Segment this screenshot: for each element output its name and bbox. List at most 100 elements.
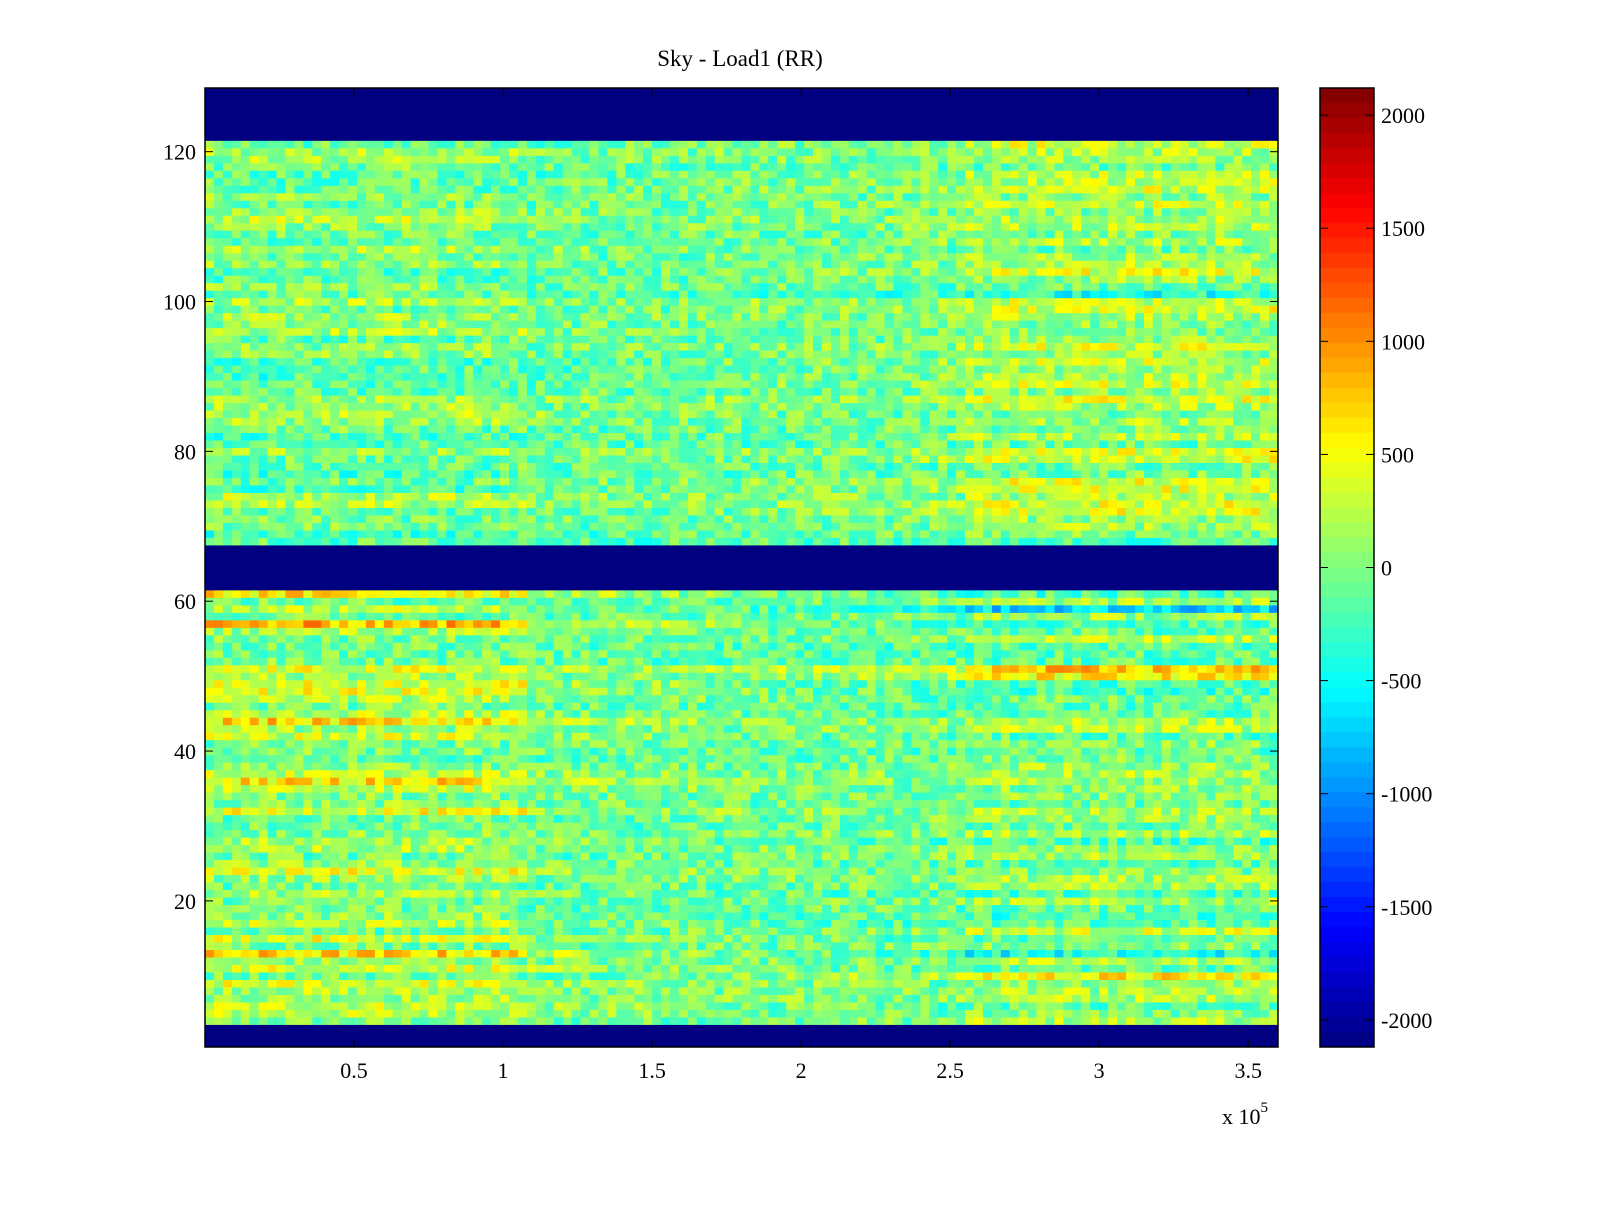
heatmap-cell — [1242, 927, 1252, 936]
heatmap-cell — [625, 844, 635, 853]
heatmap-cell — [947, 844, 957, 853]
heatmap-cell — [1063, 1039, 1073, 1048]
heatmap-cell — [1233, 897, 1243, 906]
heatmap-cell — [1251, 987, 1261, 995]
heatmap-cell — [321, 904, 331, 913]
heatmap-cell — [1108, 852, 1118, 861]
heatmap-cell — [804, 919, 814, 928]
heatmap-cell — [911, 739, 921, 748]
heatmap-cell — [768, 972, 778, 980]
heatmap-cell — [1009, 897, 1020, 906]
heatmap-cell — [491, 987, 501, 995]
heatmap-cell — [348, 912, 358, 921]
heatmap-cell — [1143, 994, 1154, 1003]
heatmap-cell — [607, 882, 617, 891]
heatmap-cell — [965, 904, 975, 913]
heatmap-cell — [687, 964, 698, 973]
heatmap-cell — [1188, 1024, 1198, 1033]
heatmap-cell — [821, 934, 832, 943]
heatmap-cell — [544, 882, 555, 891]
heatmap-cell — [1161, 807, 1172, 816]
heatmap-cell — [723, 1009, 733, 1018]
heatmap-cell — [687, 882, 698, 891]
heatmap-cell — [1081, 829, 1091, 838]
heatmap-cell — [786, 927, 796, 936]
heatmap-cell — [857, 807, 868, 816]
heatmap-cell — [357, 949, 367, 958]
heatmap-cell — [401, 777, 412, 786]
heatmap-cell — [330, 769, 340, 778]
heatmap-cell — [848, 934, 859, 943]
heatmap-cell — [875, 874, 885, 883]
heatmap-cell — [1108, 1024, 1118, 1033]
heatmap-cell — [482, 919, 492, 928]
heatmap-cell — [848, 1024, 859, 1033]
heatmap-cell — [535, 859, 546, 868]
heatmap-cell — [553, 784, 564, 793]
heatmap-cell — [1125, 904, 1136, 913]
heatmap-cell — [669, 897, 680, 906]
heatmap-cell — [517, 949, 528, 958]
heatmap-cell — [741, 882, 751, 891]
heatmap-cell — [991, 777, 1002, 786]
heatmap-cell — [1045, 979, 1055, 988]
heatmap-cell — [732, 972, 742, 980]
heatmap-cell — [517, 897, 528, 906]
heatmap-cell — [240, 837, 251, 846]
heatmap-cell — [705, 994, 716, 1003]
heatmap-cell — [1188, 949, 1198, 958]
heatmap-cell — [1269, 1002, 1279, 1010]
heatmap-cell — [1000, 994, 1011, 1003]
heatmap-cell — [1242, 987, 1252, 995]
heatmap-cell — [1161, 754, 1172, 763]
heatmap-cell — [947, 919, 957, 928]
heatmap-cell — [410, 792, 420, 801]
heatmap-cell — [1000, 957, 1011, 965]
heatmap-cell — [991, 882, 1002, 891]
heatmap-cell — [1269, 964, 1279, 973]
heatmap-cell — [982, 867, 993, 876]
heatmap-cell — [1054, 754, 1064, 763]
heatmap-cell — [1233, 844, 1243, 853]
heatmap-cell — [580, 1017, 590, 1025]
heatmap-cell — [562, 1032, 573, 1040]
heatmap-cell — [240, 814, 251, 823]
heatmap-cell — [1161, 904, 1172, 913]
heatmap-cell — [1206, 964, 1216, 973]
heatmap-cell — [205, 1039, 215, 1048]
heatmap-cell — [428, 1002, 438, 1010]
heatmap-cell — [589, 927, 599, 936]
heatmap-cell — [759, 1024, 769, 1033]
heatmap-cell — [544, 852, 555, 861]
heatmap-cell — [267, 949, 277, 958]
heatmap-cell — [1054, 979, 1064, 988]
heatmap-cell — [786, 919, 796, 928]
heatmap-cell — [517, 784, 528, 793]
heatmap-cell — [509, 942, 519, 950]
heatmap-cell — [205, 837, 215, 846]
heatmap-cell — [705, 739, 716, 748]
heatmap-cell — [652, 784, 662, 793]
heatmap-cell — [517, 987, 528, 995]
heatmap-cell — [365, 874, 376, 883]
heatmap-cell — [634, 964, 644, 973]
heatmap-cell — [249, 1024, 260, 1033]
heatmap-cell — [276, 739, 286, 748]
heatmap-cell — [813, 852, 823, 861]
heatmap-cell — [500, 762, 510, 771]
heatmap-cell — [348, 754, 358, 763]
heatmap-cell — [455, 994, 465, 1003]
heatmap-cell — [714, 792, 725, 801]
heatmap-cell — [723, 829, 733, 838]
heatmap-cell — [312, 897, 322, 906]
heatmap-cell — [947, 1039, 957, 1048]
heatmap-cell — [1009, 919, 1020, 928]
heatmap-cell — [1072, 1002, 1082, 1010]
heatmap-cell — [285, 777, 295, 786]
heatmap-cell — [1036, 987, 1046, 995]
heatmap-cell — [866, 1024, 877, 1033]
heatmap-cell — [884, 747, 894, 756]
heatmap-cell — [911, 814, 921, 823]
heatmap-cell — [947, 1024, 957, 1033]
heatmap-cell — [1090, 1002, 1100, 1010]
